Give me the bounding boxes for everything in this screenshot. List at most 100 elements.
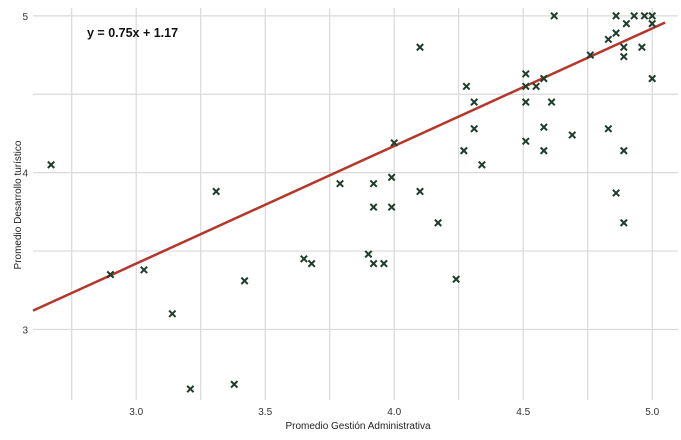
data-point-stroke (622, 19, 631, 28)
data-point-stroke (387, 203, 396, 212)
data-point (612, 11, 620, 20)
data-point-stroke (648, 11, 657, 20)
trendline-layer (32, 21, 666, 312)
data-point-stroke (619, 218, 628, 227)
data-point (47, 160, 55, 169)
data-point-stroke (364, 250, 373, 259)
data-point-stroke (168, 309, 177, 318)
data-point (387, 173, 396, 182)
data-point-stroke (416, 43, 424, 52)
data-point (619, 218, 628, 227)
data-point (648, 19, 657, 28)
data-point-stroke (604, 124, 613, 133)
x-tick-label: 5.0 (645, 407, 659, 418)
data-point-stroke (379, 259, 388, 268)
data-point (478, 160, 486, 169)
data-point-stroke (521, 137, 530, 146)
data-point-stroke (539, 123, 548, 132)
data-point-stroke (619, 146, 628, 155)
data-point-stroke (612, 11, 620, 20)
data-point (586, 51, 595, 59)
data-point-stroke (547, 98, 556, 106)
data-point (539, 74, 548, 83)
data-point (568, 131, 577, 139)
data-point (140, 265, 148, 274)
data-point (369, 203, 378, 212)
data-point-stroke (619, 52, 628, 61)
data-point-stroke (539, 74, 548, 83)
data-point-stroke (387, 173, 396, 182)
data-point-stroke (299, 254, 308, 263)
y-axis-title: Promedio Desarrollo turístico (13, 140, 24, 269)
x-axis-title: Promedio Gestión Administrativa (285, 421, 431, 432)
data-point-stroke (240, 276, 249, 285)
data-point (369, 179, 378, 188)
data-point-stroke (186, 385, 195, 393)
data-point (648, 74, 657, 83)
data-point-stroke (478, 160, 486, 169)
data-point (470, 98, 479, 106)
data-point (521, 82, 530, 91)
data-point (648, 11, 657, 20)
data-point (619, 52, 628, 61)
data-point (547, 98, 556, 106)
data-point-stroke (390, 138, 399, 147)
data-point-stroke (369, 259, 378, 268)
x-tick-label: 3.5 (258, 407, 272, 418)
data-point-stroke (212, 187, 221, 196)
data-point (336, 179, 344, 188)
trendline-equation: y = 0.75x + 1.17 (87, 26, 178, 40)
data-point-stroke (459, 146, 468, 155)
data-point (212, 187, 221, 196)
data-point-stroke (532, 82, 541, 91)
trendline (32, 21, 666, 312)
data-point (364, 250, 373, 259)
data-point-stroke (307, 259, 316, 268)
data-point (521, 69, 530, 78)
data-point (622, 19, 631, 28)
data-point (612, 189, 620, 197)
data-point (470, 124, 479, 133)
data-point-stroke (336, 179, 344, 188)
x-tick-label: 4.0 (387, 407, 401, 418)
data-point (230, 380, 239, 389)
data-point-stroke (604, 35, 613, 44)
data-point (379, 259, 388, 268)
data-point (619, 146, 628, 155)
data-point-stroke (47, 160, 55, 169)
data-point (168, 309, 177, 318)
data-point (612, 29, 620, 37)
data-point (604, 35, 613, 44)
data-point (550, 11, 559, 20)
data-point-stroke (369, 179, 378, 188)
data-point (521, 98, 530, 106)
data-point-stroke (640, 11, 649, 20)
y-tick-label: 3 (22, 325, 28, 336)
data-point (416, 43, 424, 52)
data-point (369, 259, 378, 268)
data-point-stroke (586, 51, 595, 59)
data-point-stroke (369, 203, 378, 212)
data-point (459, 146, 468, 155)
data-point (640, 11, 649, 20)
data-point-stroke (452, 275, 461, 284)
data-point (240, 276, 249, 285)
data-point-stroke (612, 189, 620, 197)
tick-labels: 3.0 3.5 4.0 4.5 5.0 3 4 5 (22, 12, 659, 418)
data-point-stroke (630, 11, 639, 20)
y-tick-label: 5 (22, 12, 28, 23)
data-point-stroke (648, 19, 657, 28)
x-tick-label: 3.0 (129, 407, 143, 418)
data-point-stroke (416, 187, 424, 196)
data-point-stroke (637, 43, 646, 52)
data-point (539, 146, 548, 155)
data-point-stroke (521, 98, 530, 106)
data-point-stroke (521, 82, 530, 91)
data-point-stroke (140, 265, 148, 274)
data-point (452, 275, 461, 284)
data-point (416, 187, 424, 196)
data-point-stroke (434, 218, 442, 227)
x-tick-label: 4.5 (516, 407, 530, 418)
data-point (390, 138, 399, 147)
